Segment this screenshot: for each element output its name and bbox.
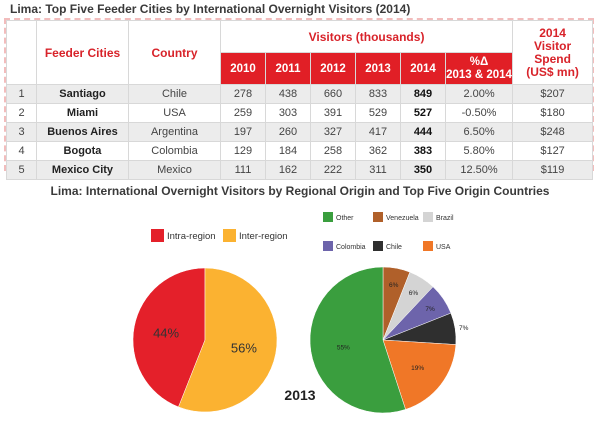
legend-swatch-colombia — [323, 241, 333, 251]
value-2010-cell: 259 — [220, 103, 266, 123]
table-title: Lima: Top Five Feeder Cities by Internat… — [10, 2, 411, 16]
pct-change-cell: 5.80% — [444, 141, 514, 161]
legend-label-brazil: Brazil — [436, 215, 454, 222]
table-row: 3 Buenos Aires Argentina 197 260 327 417 444 6.5… — [6, 122, 594, 142]
city-cell: Santiago — [36, 84, 129, 104]
table-row: 5 Mexico City Mexico 111 162 222 311 350 12.50% $… — [6, 160, 594, 180]
table-row: 4 Bogota Colombia 129 184 258 362 383 5.80% $127 — [6, 141, 594, 161]
pct-change-cell: -0.50% — [444, 103, 514, 123]
legend-label-other: Other — [336, 215, 354, 222]
value-2013-cell: 311 — [355, 160, 401, 180]
table-row: 1 Santiago Chile 278 438 660 833 849 2.00% $207 — [6, 84, 594, 104]
value-2012-cell: 660 — [310, 84, 356, 104]
pie-label-colombia: 7% — [425, 306, 435, 313]
spend-header-line3: Spend — [534, 51, 571, 66]
legend-label-intra-region: Intra-region — [167, 231, 216, 242]
charts-title: Lima: International Overnight Visitors b… — [50, 184, 550, 198]
pie-label-intra-region: 44% — [153, 326, 179, 341]
value-2011-cell: 162 — [265, 160, 311, 180]
value-2011-cell: 260 — [265, 122, 311, 142]
legend-label-usa: USA — [436, 244, 451, 251]
spend-cell: $248 — [512, 122, 594, 142]
value-2012-cell: 391 — [310, 103, 356, 123]
pie-label-brazil: 6% — [409, 290, 419, 297]
pie-slice-other — [309, 266, 406, 414]
city-cell: Mexico City — [36, 160, 129, 180]
value-2014-cell: 383 — [400, 141, 446, 161]
rank-cell: 3 — [6, 122, 37, 142]
country-cell: Chile — [128, 84, 221, 104]
legend-swatch-other — [323, 212, 333, 222]
pct-change-header-line1: %Δ — [469, 55, 489, 68]
feeder-cities-table: Feeder Cities Country Visitors (thousand… — [6, 20, 594, 180]
value-2014-cell: 350 — [400, 160, 446, 180]
pct-change-header-line2: 2013 & 2014 — [446, 68, 512, 81]
legend-swatch-chile — [373, 241, 383, 251]
value-2014-cell: 444 — [400, 122, 446, 142]
country-cell: Argentina — [128, 122, 221, 142]
pct-change-cell: 12.50% — [444, 160, 514, 180]
visitors-header: Visitors (thousands) — [219, 20, 514, 53]
legend-swatch-usa — [423, 241, 433, 251]
pie-label-usa: 19% — [411, 365, 424, 372]
country-cell: USA — [128, 103, 221, 123]
legend-label-inter-region: Inter-region — [239, 231, 288, 242]
legend-label-colombia: Colombia — [336, 244, 366, 251]
value-2013-cell: 529 — [355, 103, 401, 123]
pct-change-header: %Δ 2013 & 2014 — [444, 52, 514, 85]
pie-label-chile: 7% — [459, 325, 469, 332]
city-cell: Buenos Aires — [36, 122, 129, 142]
legend-swatch-brazil — [423, 212, 433, 222]
pie-slice-intra-region — [132, 267, 206, 408]
pct-change-cell: 6.50% — [444, 122, 514, 142]
legend-label-venezuela: Venezuela — [386, 215, 419, 222]
city-cell: Bogota — [36, 141, 129, 161]
legend-swatch-inter-region — [223, 229, 236, 242]
pie-slice-usa — [382, 339, 457, 410]
legend-label-chile: Chile — [386, 244, 402, 251]
spend-header-line1: 2014 — [539, 25, 566, 40]
value-2010-cell: 278 — [220, 84, 266, 104]
legend-swatch-intra-region — [151, 229, 164, 242]
country-cell: Mexico — [128, 160, 221, 180]
value-2012-cell: 327 — [310, 122, 356, 142]
year-header-2014: 2014 — [400, 52, 446, 85]
rank-cell: 5 — [6, 160, 37, 180]
value-2012-cell: 222 — [310, 160, 356, 180]
spend-header-line2: Visitor — [534, 38, 572, 53]
year-label: 2013 — [284, 387, 315, 403]
year-header-2012: 2012 — [310, 52, 356, 85]
pie-slice-inter-region — [178, 267, 278, 413]
value-2010-cell: 111 — [220, 160, 266, 180]
value-2013-cell: 362 — [355, 141, 401, 161]
year-header-2013: 2013 — [355, 52, 401, 85]
year-header-2010: 2010 — [220, 52, 266, 85]
spend-cell: $119 — [512, 160, 594, 180]
value-2011-cell: 438 — [265, 84, 311, 104]
rank-header — [6, 20, 37, 85]
table-row: 2 Miami USA 259 303 391 529 527 -0.50% $180 — [6, 103, 594, 123]
pct-change-cell: 2.00% — [444, 84, 514, 104]
rank-cell: 2 — [6, 103, 37, 123]
value-2014-cell: 527 — [400, 103, 446, 123]
spend-header: 2014 Visitor Spend (US$ mn) — [512, 20, 594, 85]
pie-label-inter-region: 56% — [231, 340, 257, 355]
pie-label-other: 55% — [337, 344, 350, 351]
city-cell: Miami — [36, 103, 129, 123]
pie-label-venezuela: 6% — [389, 282, 399, 289]
legend-swatch-venezuela — [373, 212, 383, 222]
spend-header-line4: (US$ mn) — [526, 64, 579, 79]
